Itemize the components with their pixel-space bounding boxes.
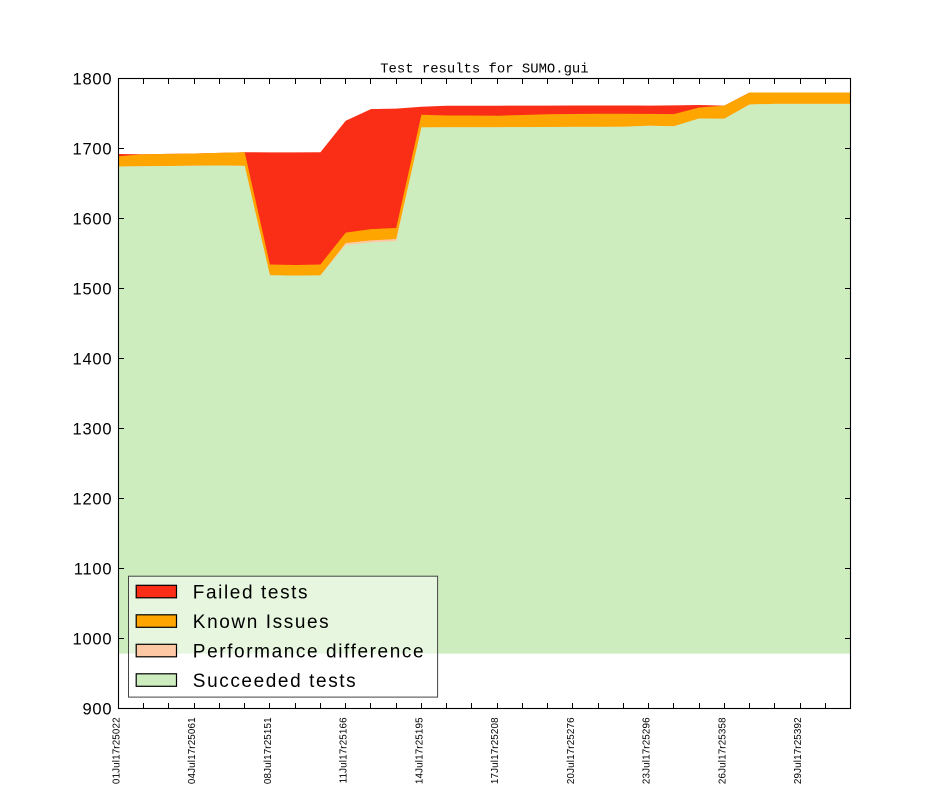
svg-text:Succeeded tests: Succeeded tests [193,671,357,692]
svg-text:1400: 1400 [72,351,112,369]
svg-text:1300: 1300 [72,421,112,439]
svg-text:20Jul17r25276: 20Jul17r25276 [566,717,577,784]
svg-text:29Jul17r25392: 29Jul17r25392 [793,717,804,784]
svg-text:17Jul17r25208: 17Jul17r25208 [490,717,501,784]
svg-text:1700: 1700 [72,141,112,159]
svg-text:Known Issues: Known Issues [193,612,330,633]
svg-text:Performance difference: Performance difference [193,641,425,662]
svg-text:1500: 1500 [72,281,112,299]
svg-text:1000: 1000 [72,631,112,649]
svg-text:14Jul17r25195: 14Jul17r25195 [414,717,425,784]
svg-text:26Jul17r25358: 26Jul17r25358 [717,717,728,784]
svg-text:1200: 1200 [72,491,112,509]
svg-text:1600: 1600 [72,211,112,229]
svg-text:08Jul17r25151: 08Jul17r25151 [263,717,274,784]
svg-text:1100: 1100 [74,561,113,579]
svg-text:23Jul17r25296: 23Jul17r25296 [642,717,653,784]
svg-text:Failed tests: Failed tests [193,582,309,603]
svg-text:Test results for SUMO.gui: Test results for SUMO.gui [380,62,588,78]
svg-text:11Jul17r25166: 11Jul17r25166 [339,717,350,783]
svg-text:900: 900 [82,701,112,719]
svg-text:01Jul17r25022: 01Jul17r25022 [112,717,123,784]
svg-text:04Jul17r25061: 04Jul17r25061 [187,717,198,784]
svg-text:1800: 1800 [72,71,112,89]
